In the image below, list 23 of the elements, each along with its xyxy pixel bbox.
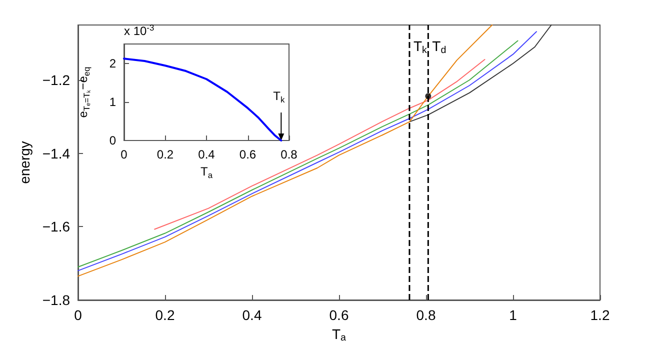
x-tick-label: 0.6 [239, 148, 256, 162]
y-tick-label: −1.8 [42, 292, 70, 308]
line-series [408, 24, 552, 122]
y-tick-label: −1.6 [42, 218, 70, 235]
y-tick-label: 2 [109, 56, 116, 70]
x-tick-label: 1 [509, 307, 518, 323]
y-tick-label: 0 [109, 134, 116, 148]
x-tick-label: 0.2 [155, 307, 175, 323]
x-tick-label: 0.8 [416, 307, 436, 323]
x-tick-label: 0 [74, 307, 82, 323]
x-tick-label: 1.2 [590, 307, 610, 323]
y-axis-title: eTₑ=Tₖ−eeq [76, 66, 92, 118]
x-tick-label: 0.8 [280, 148, 298, 162]
y-tick-label: −1.4 [42, 145, 70, 162]
x-tick-label: 0.2 [156, 148, 174, 162]
x-tick-label: 0.4 [198, 148, 216, 162]
x-tick-label: 0.6 [329, 307, 349, 323]
y-axis-title: energy [16, 141, 32, 184]
line-series [154, 58, 486, 230]
x-tick-label: 0 [120, 148, 128, 162]
x-tick-label: 0.4 [242, 307, 262, 323]
y-tick-label: −1.2 [42, 72, 70, 88]
y-tick-label: 1 [109, 94, 116, 109]
